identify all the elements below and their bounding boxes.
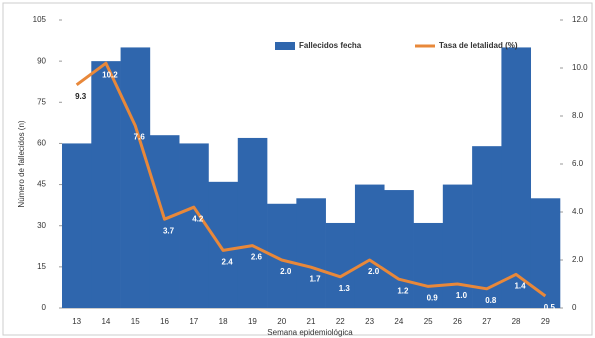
y-tick-label: 75 [37, 97, 46, 106]
y-tick-label: 90 [37, 56, 46, 65]
data-label: 2.6 [251, 253, 263, 262]
x-tick-label: 14 [101, 317, 110, 326]
bar [530, 198, 561, 308]
data-label: 2.0 [280, 267, 292, 276]
x-tick-label: 29 [541, 317, 550, 326]
legend-label: Tasa de letalidad (%) [439, 41, 518, 50]
y-tick-label: 0 [572, 303, 577, 312]
x-tick-label: 28 [512, 317, 521, 326]
x-tick-label: 25 [424, 317, 433, 326]
x-tick-label: 16 [160, 317, 169, 326]
y-tick-label: 6.0 [572, 159, 584, 168]
line [75, 61, 547, 298]
x-tick-label: 23 [365, 317, 374, 326]
data-label: 0.5 [544, 303, 556, 312]
legend-swatch [275, 42, 295, 50]
x-axis-title: Semana epidemiológica [267, 328, 353, 337]
y-axis-title: Número de fallecidos (n) [17, 120, 26, 207]
data-label: 2.0 [368, 267, 380, 276]
y-tick-label: 105 [33, 15, 47, 24]
data-label: 1.0 [456, 291, 468, 300]
x-tick-label: 21 [307, 317, 316, 326]
data-label: 9.3 [75, 92, 87, 101]
data-label: 0.8 [485, 296, 497, 305]
y-tick-label: 15 [37, 262, 46, 271]
y-tick-label: 45 [37, 180, 46, 189]
data-label: 4.2 [192, 214, 204, 223]
y-tick-label: 10.0 [572, 63, 588, 72]
y-tick-label: 30 [37, 221, 46, 230]
data-label: 1.2 [397, 286, 409, 295]
x-tick-label: 26 [453, 317, 462, 326]
x-tick-label: 18 [219, 317, 228, 326]
bar [325, 222, 356, 308]
legend-label: Fallecidos fecha [299, 41, 362, 50]
x-tick-label: 22 [336, 317, 345, 326]
data-label: 1.7 [309, 274, 321, 283]
bar [149, 135, 180, 308]
bar [442, 184, 473, 308]
bar [208, 181, 239, 308]
y-tick-label: 4.0 [572, 207, 584, 216]
bar [120, 47, 151, 309]
bar [384, 190, 414, 308]
bar [472, 146, 502, 308]
data-label: 1.4 [514, 282, 526, 291]
x-tick-label: 20 [277, 317, 286, 326]
bar [413, 222, 444, 308]
bar [62, 143, 92, 308]
x-tick-label: 17 [189, 317, 198, 326]
y-tick-label: 60 [37, 139, 46, 148]
y-tick-label: 2.0 [572, 255, 584, 264]
bar [237, 137, 268, 308]
bar [179, 143, 209, 308]
x-tick-label: 19 [248, 317, 257, 326]
y-tick-label: 0 [42, 303, 47, 312]
x-tick-label: 13 [72, 317, 81, 326]
x-tick-label: 27 [482, 317, 491, 326]
bar [296, 198, 326, 308]
y-tick-label: 8.0 [572, 111, 584, 120]
data-label: 2.4 [222, 258, 234, 267]
x-tick-label: 15 [131, 317, 140, 326]
bar [354, 184, 385, 308]
data-label: 3.7 [163, 226, 175, 235]
bar [91, 61, 121, 309]
data-label: 10.2 [102, 70, 118, 79]
data-label: 7.6 [134, 133, 146, 142]
y-tick-label: 12.0 [572, 15, 588, 24]
x-tick-label: 24 [394, 317, 403, 326]
bar [501, 47, 532, 309]
data-label: 1.3 [339, 284, 351, 293]
data-label: 0.9 [427, 294, 439, 303]
